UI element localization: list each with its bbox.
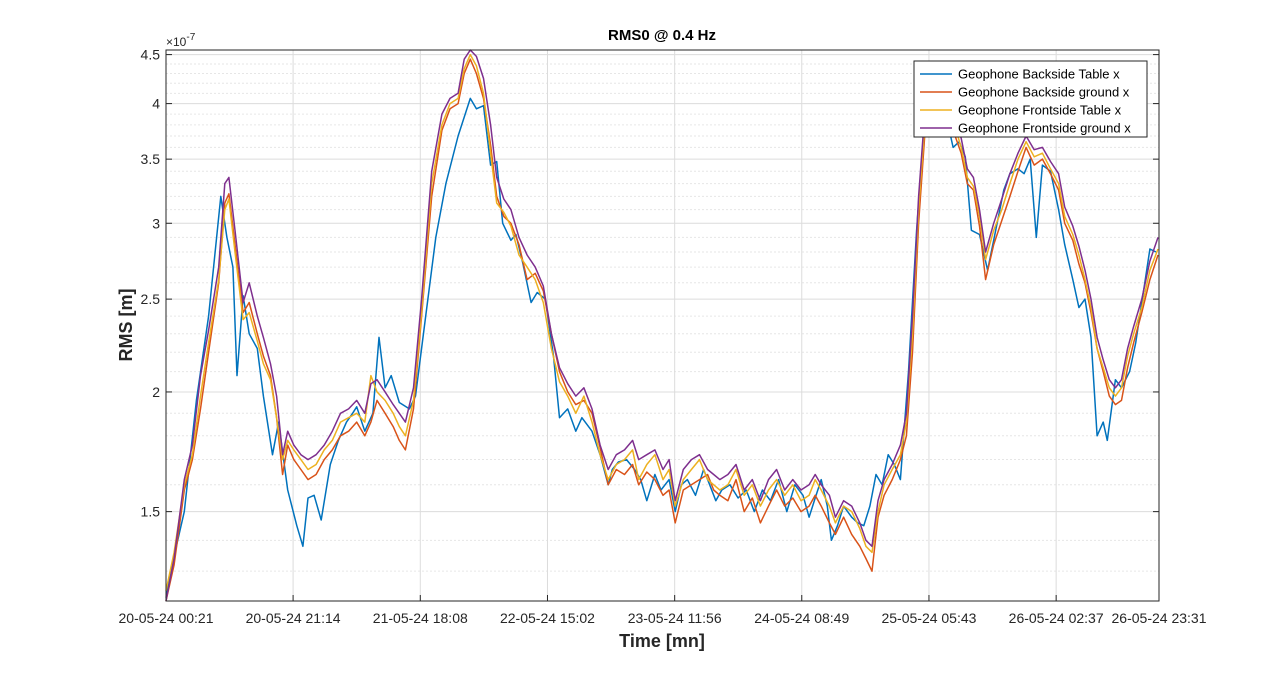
y-tick-label: 1.5 bbox=[141, 504, 161, 520]
series-line-1 bbox=[165, 82, 1157, 598]
y-multiplier-base: ×10 bbox=[166, 35, 187, 49]
legend-label-4: Geophone Frontside ground x bbox=[958, 121, 1131, 136]
x-tick-label: 23-05-24 11:56 bbox=[628, 610, 722, 626]
x-tick-label: 24-05-24 08:49 bbox=[754, 610, 849, 626]
x-tick-label: 26-05-24 02:37 bbox=[1009, 610, 1104, 626]
chart-title: RMS0 @ 0.4 Hz bbox=[608, 27, 716, 44]
plot-area bbox=[166, 50, 1159, 601]
minor-grid bbox=[166, 63, 1159, 572]
series-line-2 bbox=[165, 58, 1159, 602]
series-line-3 bbox=[165, 53, 1159, 591]
y-tick-label: 4 bbox=[152, 96, 160, 112]
series-line-4 bbox=[165, 49, 1159, 602]
y-multiplier-label: ×10-7 bbox=[166, 32, 196, 49]
legend-label-3: Geophone Frontside Table x bbox=[958, 103, 1122, 118]
x-tick-label: 22-05-24 15:02 bbox=[500, 610, 595, 626]
x-axis-title: Time [mn] bbox=[619, 631, 705, 651]
y-tick-label: 3.5 bbox=[141, 151, 161, 167]
y-tick-label: 3 bbox=[152, 215, 160, 231]
y-axis: 1.5 2 2.5 3 3.5 4 4.5 bbox=[141, 47, 1159, 520]
legend-box bbox=[913, 60, 1148, 138]
y-tick-label: 4.5 bbox=[141, 47, 161, 63]
x-tick-label: 25-05-24 05:43 bbox=[881, 610, 976, 626]
y-multiplier-exponent: -7 bbox=[186, 32, 195, 43]
y-tick-label: 2 bbox=[152, 384, 160, 400]
x-tick-label: 20-05-24 21:14 bbox=[246, 610, 341, 626]
x-tick-label: 26-05-24 23:31 bbox=[1112, 610, 1207, 626]
x-axis: 20-05-24 00:21 20-05-24 21:14 21-05-24 18:… bbox=[119, 595, 1207, 626]
x-tick-label: 21-05-24 18:08 bbox=[373, 610, 468, 626]
legend-label-2: Geophone Backside ground x bbox=[958, 85, 1130, 100]
y-tick-label: 2.5 bbox=[141, 291, 161, 307]
legend: Geophone Backside Table x Geophone Backsi… bbox=[913, 60, 1148, 138]
plot-frame bbox=[165, 49, 1160, 602]
series-layer bbox=[165, 49, 1159, 602]
legend-label-1: Geophone Backside Table x bbox=[958, 67, 1120, 82]
x-tick-label: 20-05-24 00:21 bbox=[119, 610, 214, 626]
y-axis-title: RMS [m] bbox=[116, 289, 136, 362]
